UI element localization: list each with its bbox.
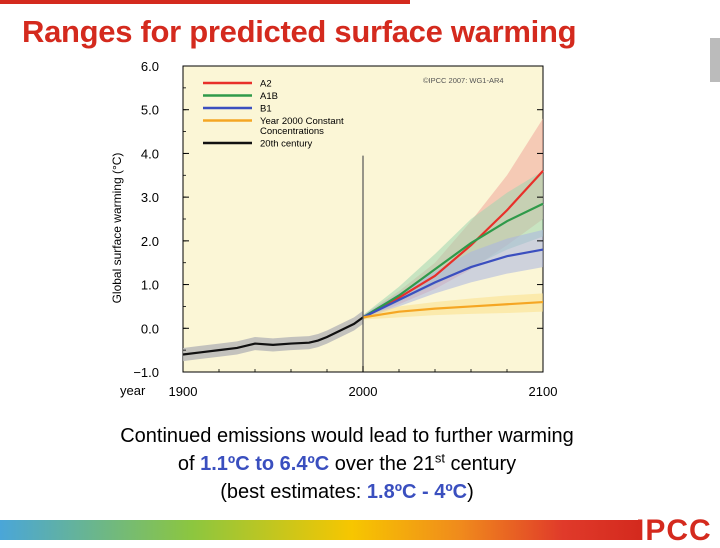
- legend-label: A1B: [260, 91, 278, 102]
- legend-label: A2: [260, 79, 272, 90]
- series-20th-century: [182, 316, 364, 356]
- caption-line-1: Continued emissions would lead to furthe…: [120, 425, 574, 447]
- legend-label: 20th century: [260, 139, 313, 150]
- band-a1b: [363, 170, 543, 320]
- series-a2: [362, 170, 544, 319]
- y-tick-label: 5.0: [141, 103, 159, 118]
- legend-label: Year 2000 Constant: [260, 116, 344, 127]
- caption-line-3: (best estimates: 1.8ºC - 4ºC): [0, 480, 694, 504]
- warming-range: 1.1ºC to 6.4ºC: [200, 453, 330, 475]
- y-tick-label: −1.0: [133, 365, 159, 380]
- bottom-color-strip: [0, 520, 640, 540]
- side-tab: [710, 38, 720, 82]
- legend-label-cont: Concentrations: [260, 126, 324, 137]
- y-tick-label: 2.0: [141, 234, 159, 249]
- chart-credit: ©IPCC 2007: WG1-AR4: [423, 76, 504, 85]
- top-accent-bar: [0, 0, 410, 4]
- y-tick-label: 6.0: [141, 59, 159, 74]
- x-tick-label: 2100: [529, 384, 558, 399]
- caption-line-3-post: ): [467, 481, 474, 503]
- best-estimate-range: 1.8ºC - 4ºC: [366, 481, 468, 503]
- series-b1: [362, 248, 544, 319]
- legend-label: B1: [260, 104, 272, 115]
- caption-line-2-mid: over the 21: [329, 453, 435, 475]
- series-year: [362, 300, 544, 319]
- slide-title: Ranges for predicted surface warming: [22, 14, 577, 49]
- x-tick-label: 2000: [349, 384, 378, 399]
- y-tick-label: 4.0: [141, 146, 159, 161]
- y-tick-label: 0.0: [141, 321, 159, 336]
- series-a1b: [362, 202, 544, 319]
- y-tick-label: 3.0: [141, 190, 159, 205]
- x-axis-label: year: [120, 383, 146, 398]
- caption-line-3-pre: (best estimates:: [220, 481, 367, 503]
- ipcc-logo: IPCC: [636, 514, 712, 547]
- y-axis-label: Global surface warming (°C): [110, 153, 124, 304]
- caption-line-2: of 1.1ºC to 6.4ºC over the 21st century: [0, 450, 694, 476]
- caption-line-2-pre: of: [177, 453, 201, 475]
- x-tick-label: 1900: [169, 384, 198, 399]
- y-tick-label: 1.0: [141, 278, 159, 293]
- caption-line-2-post: century: [444, 453, 517, 475]
- ordinal-suffix: st: [434, 450, 445, 466]
